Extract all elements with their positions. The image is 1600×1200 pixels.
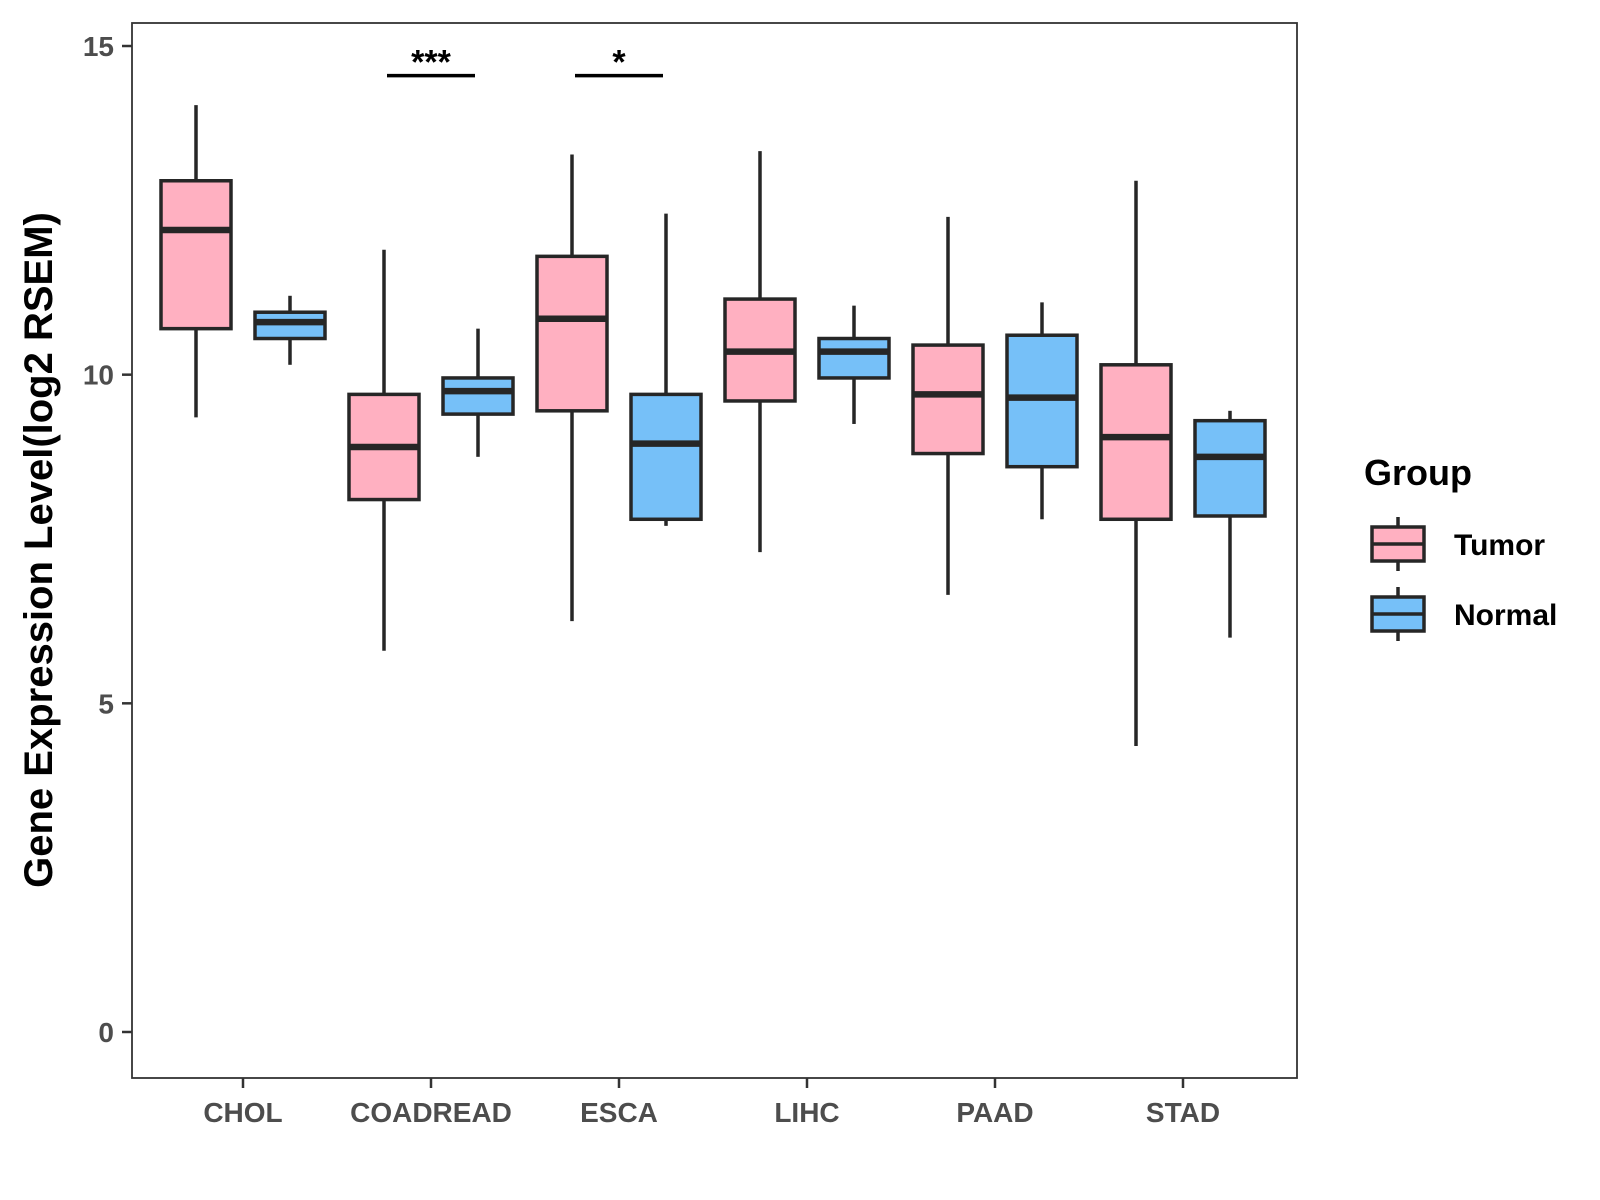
box-iqr (1005, 333, 1079, 469)
x-tick-label-esca: ESCA (580, 1097, 658, 1128)
significance-label-esca: * (612, 44, 626, 82)
legend-title: Group (1364, 452, 1472, 493)
y-axis-title: Gene Expression Level(log2 RSEM) (17, 212, 61, 888)
box-iqr (441, 376, 515, 416)
x-axis: CHOL COADREAD ESCA LIHC PAAD STAD (203, 1078, 1220, 1128)
y-tick-label: 0 (98, 1017, 114, 1048)
y-tick-label: 15 (83, 31, 114, 62)
plot-panel (131, 22, 1298, 1079)
box-iqr (535, 254, 609, 413)
box-iqr (253, 310, 327, 341)
legend-entry-tumor: Tumor (1370, 517, 1545, 571)
box-iqr (1099, 363, 1173, 522)
y-tick-label: 10 (83, 360, 114, 391)
box-esca-tumor (535, 154, 609, 622)
x-tick-label-paad: PAAD (956, 1097, 1033, 1128)
boxes-layer (159, 105, 1267, 747)
x-tick-label-stad: STAD (1146, 1097, 1220, 1128)
box-esca-normal (629, 213, 703, 526)
box-stad-tumor (1099, 180, 1173, 747)
box-coadread-normal (441, 328, 515, 457)
legend-label-normal: Normal (1454, 599, 1557, 632)
box-coadread-tumor (347, 249, 421, 651)
x-tick-label-chol: CHOL (203, 1097, 282, 1128)
box-lihc-normal (817, 305, 891, 424)
y-tick-label: 5 (98, 688, 114, 719)
box-iqr (817, 336, 891, 380)
legend-entry-normal: Normal (1370, 587, 1557, 641)
legend-label-tumor: Tumor (1454, 529, 1545, 562)
box-chol-normal (253, 295, 327, 365)
legend: Group Tumor Normal (1364, 452, 1557, 641)
box-iqr (911, 343, 985, 456)
box-paad-normal (1005, 302, 1079, 520)
significance-layer: *** * (387, 44, 663, 82)
box-paad-tumor (911, 216, 985, 595)
box-lihc-tumor (723, 151, 797, 553)
x-tick-label-lihc: LIHC (774, 1097, 839, 1128)
x-tick-label-coadread: COADREAD (350, 1097, 512, 1128)
box-stad-normal (1193, 410, 1267, 638)
y-axis: 0 5 10 15 (83, 31, 132, 1048)
box-iqr (159, 179, 233, 331)
box-chol-tumor (159, 105, 233, 418)
box-iqr (629, 392, 703, 522)
significance-label-coadread: *** (411, 44, 451, 82)
box-iqr (1193, 418, 1267, 518)
